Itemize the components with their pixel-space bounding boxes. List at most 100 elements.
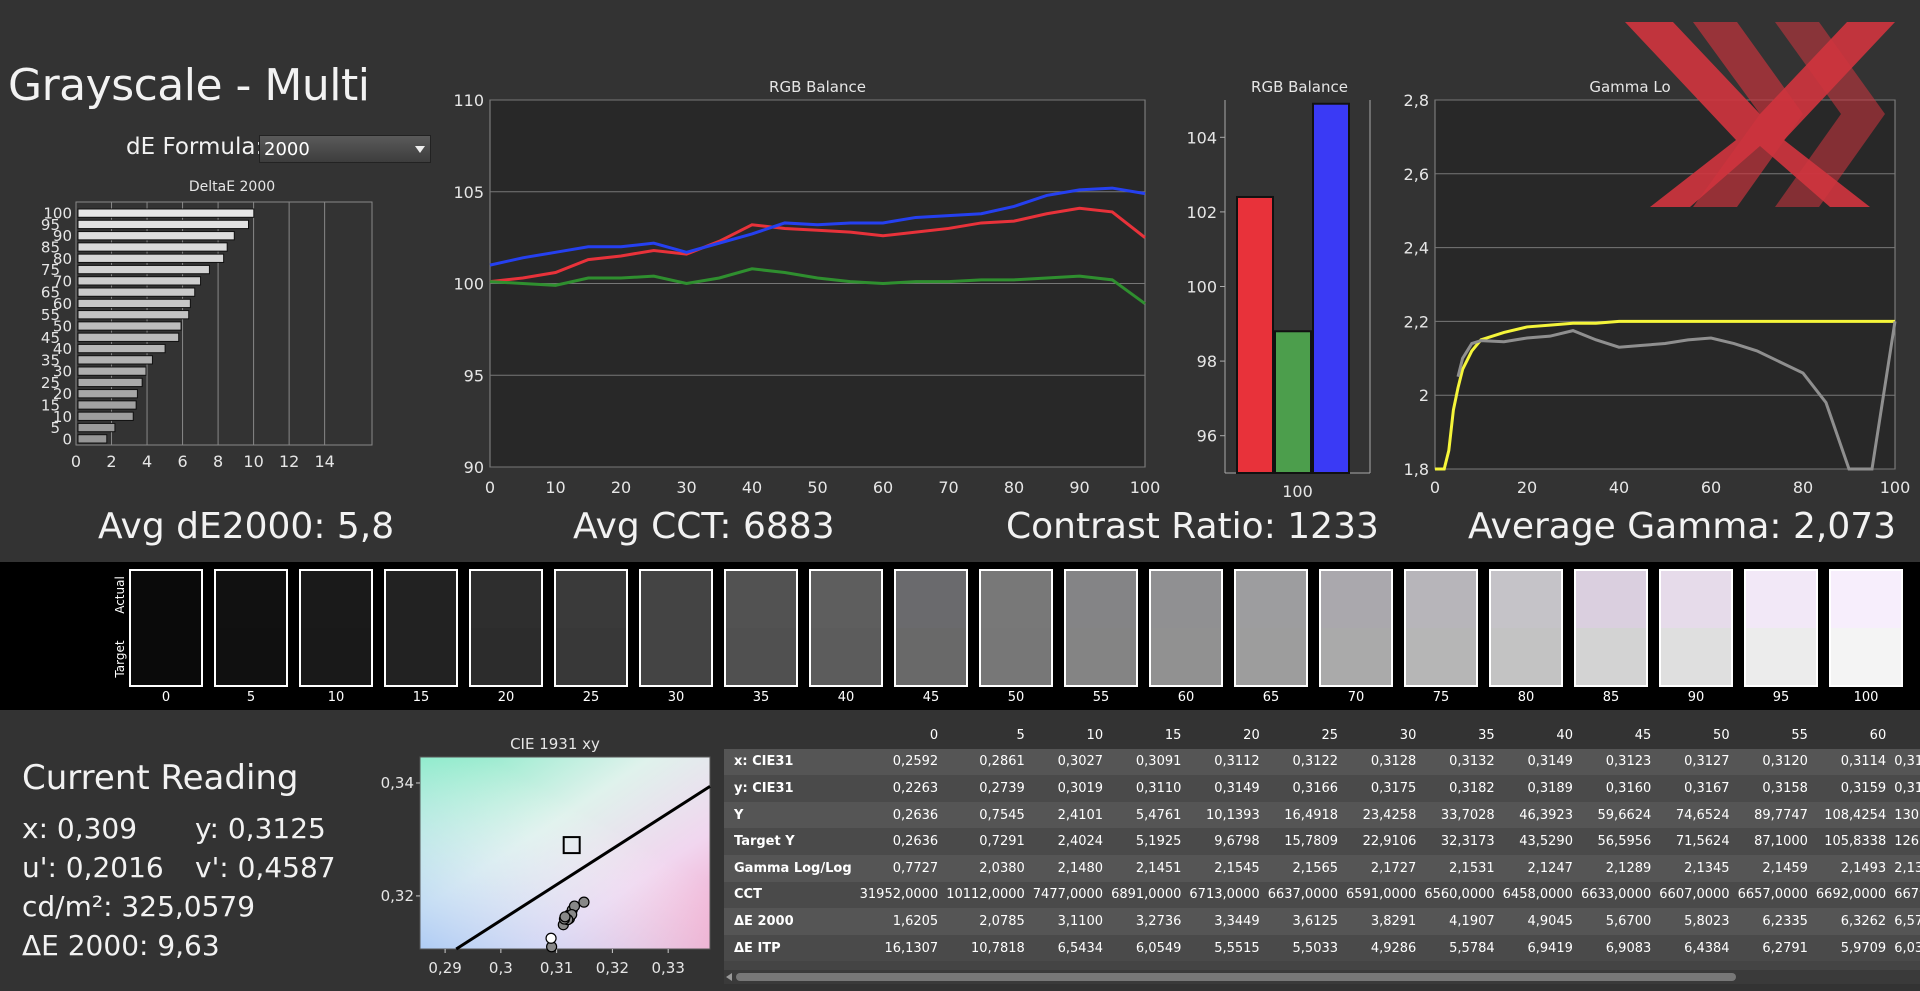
table-column-header[interactable]: 20: [1243, 727, 1260, 743]
table-column-header[interactable]: 65: [1890, 722, 1920, 749]
table-row[interactable]: ΔE ITP 16,1307 10,7818 6,5434 6,0549 5,5515 5,…: [724, 934, 1920, 962]
swatch-15[interactable]: [384, 569, 458, 687]
table-row[interactable]: Target Y 0,2636 0,7291 2,4024 5,1925 9,6798 15…: [724, 828, 1920, 855]
swatch-65[interactable]: [1234, 569, 1308, 687]
swatch-label: 90: [1687, 690, 1705, 705]
swatch-35[interactable]: [724, 569, 798, 687]
swatch-target: [896, 628, 966, 685]
swatch-60[interactable]: [1149, 569, 1223, 687]
cie-x-tick: 0,33: [651, 959, 684, 977]
deltae-y-tick: 20: [53, 385, 72, 403]
swatch-25[interactable]: [554, 569, 628, 687]
swatch-actual: [216, 571, 286, 628]
rgb-line-x-tick: 0: [485, 478, 495, 497]
deltae-x-tick: 2: [106, 452, 116, 471]
swatch-100[interactable]: [1829, 569, 1903, 687]
swatch-target: [1746, 628, 1816, 685]
table-cell: 16,4918: [1284, 807, 1339, 823]
swatch-85[interactable]: [1574, 569, 1648, 687]
rgb-line-x-tick: 10: [545, 478, 565, 497]
swatch-actual: [641, 571, 711, 628]
swatch-label: 60: [1177, 690, 1195, 705]
swatch-label: 20: [497, 690, 515, 705]
rgb-line-x-tick: 40: [742, 478, 762, 497]
table-cell: 2,1247: [1527, 860, 1573, 876]
scroll-left-icon[interactable]: [726, 973, 732, 981]
table-column-header[interactable]: 45: [1634, 727, 1652, 743]
swatch-95[interactable]: [1744, 569, 1818, 687]
swatch-5[interactable]: [214, 569, 288, 687]
avg-de-summary: Avg dE2000: 5,8: [98, 506, 395, 547]
swatch-20[interactable]: [469, 569, 543, 687]
rgb-line-title: RGB Balance: [769, 78, 866, 96]
table-column-header[interactable]: 25: [1321, 727, 1339, 743]
table-row[interactable]: ΔE 2000 1,6205 2,0785 3,1100 3,2736 3,3449 3,6…: [724, 908, 1920, 935]
table-row-label: Gamma Log/Log: [734, 860, 852, 876]
gamma-y-tick: 2,8: [1404, 91, 1429, 110]
swatch-0[interactable]: [129, 569, 203, 687]
table-cell: 6560,0000: [1424, 887, 1495, 903]
table-column-header[interactable]: 5: [1016, 727, 1025, 743]
table-scrollbar[interactable]: [724, 970, 1920, 984]
swatch-90[interactable]: [1659, 569, 1733, 687]
table-column-header[interactable]: 0: [929, 727, 939, 743]
table-cell: 0,3159: [1840, 780, 1887, 796]
table-cell: 0,7727: [892, 860, 939, 876]
rgb-bar-1: [1274, 330, 1312, 475]
table-column-header[interactable]: 40: [1556, 727, 1573, 743]
table-column-header[interactable]: 30: [1399, 727, 1417, 743]
cie-x-tick: 0,29: [428, 959, 461, 977]
table-row[interactable]: x: CIE31 0,2592 0,2861 0,3027 0,3091 0,3112 0,…: [724, 748, 1920, 776]
swatch-actual: [981, 571, 1051, 628]
de-formula-select[interactable]: 2000: [259, 135, 431, 163]
swatch-label: 55: [1092, 690, 1110, 705]
swatch-30[interactable]: [639, 569, 713, 687]
cie-x-tick: 0,32: [596, 959, 629, 977]
rgb-line-x-tick: 100: [1130, 478, 1161, 497]
table-cell: 0,2739: [979, 780, 1025, 796]
swatch-40[interactable]: [809, 569, 883, 687]
table-row[interactable]: Gamma Log/Log 0,7727 2,0380 2,1480 2,1451 2,1…: [724, 854, 1920, 882]
contrast-summary: Contrast Ratio: 1233: [1006, 506, 1379, 547]
swatch-70[interactable]: [1319, 569, 1393, 687]
swatch-10[interactable]: [299, 569, 373, 687]
scrollbar-thumb[interactable]: [736, 973, 1736, 981]
rgb-line-y-tick: 105: [453, 183, 484, 202]
swatch-label: 35: [752, 690, 770, 705]
swatch-55[interactable]: [1064, 569, 1138, 687]
table-column-header[interactable]: 35: [1478, 727, 1495, 743]
table-cell: 6633,0000: [1580, 887, 1652, 903]
table-row[interactable]: y: CIE31 0,2263 0,2739 0,3019 0,3110 0,3149 0,…: [724, 775, 1920, 802]
table-column-header[interactable]: 50: [1713, 727, 1730, 743]
table-cell: 0,3158: [1762, 780, 1808, 796]
swatch-75[interactable]: [1404, 569, 1478, 687]
table-cell: 0,3091: [1135, 754, 1182, 770]
gamma-title: Gamma Lo: [1589, 78, 1670, 96]
swatch-label: 80: [1517, 690, 1535, 705]
swatch-50[interactable]: [979, 569, 1053, 687]
deltae-y-tick: 75: [41, 261, 60, 279]
table-cell: 0,3149: [1214, 780, 1260, 796]
table-cell: 46,3923: [1519, 807, 1573, 823]
table-row[interactable]: Y 0,2636 0,7545 2,4101 5,4761 10,1393 16,4918 2…: [724, 801, 1920, 829]
deltae-bar: [77, 434, 108, 444]
swatch-45[interactable]: [894, 569, 968, 687]
table-cell: 1,6205: [892, 913, 939, 929]
table-column-header[interactable]: 10: [1086, 727, 1104, 743]
table-cell: 2,4101: [1057, 807, 1104, 823]
table-row[interactable]: CCT 31952,0000 10112,0000 7477,0000 6891,000…: [724, 881, 1920, 909]
table-cell: 3,3449: [1214, 913, 1260, 929]
table-cell: 2,1545: [1214, 860, 1260, 876]
swatch-actual: [1066, 571, 1136, 628]
table-column-header[interactable]: 60: [1869, 727, 1887, 743]
table-cell: 0,3122: [1292, 754, 1339, 770]
table-column-header[interactable]: 55: [1791, 727, 1808, 743]
swatch-80[interactable]: [1489, 569, 1563, 687]
deltae-bar: [77, 298, 191, 309]
cie-y-tick: 0,32: [381, 887, 414, 905]
deltae-bar: [77, 422, 116, 433]
table-cell: 126,57: [1894, 834, 1920, 850]
table-column-header[interactable]: 15: [1164, 727, 1182, 743]
table-cell: 6,5721: [1894, 913, 1920, 929]
